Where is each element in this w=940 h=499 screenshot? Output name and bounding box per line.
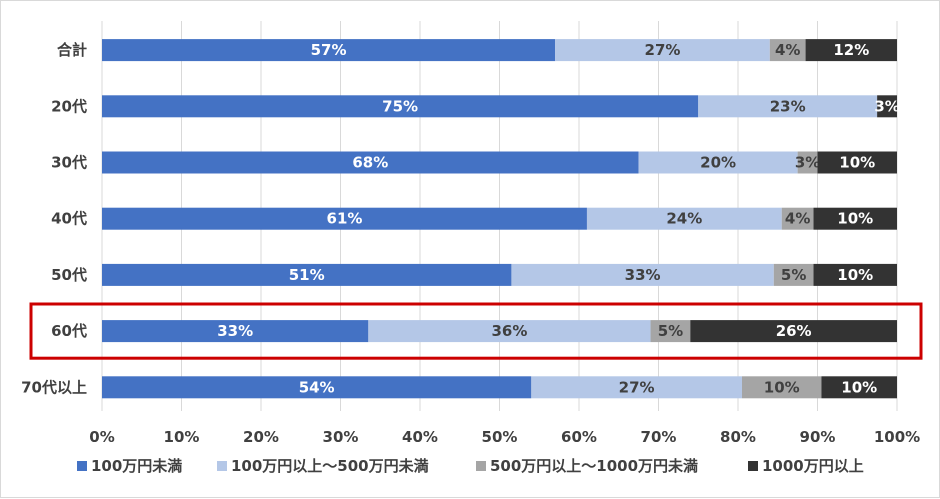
bar-segment <box>102 95 699 118</box>
bar-segment <box>769 39 806 62</box>
bar-segment <box>102 151 639 174</box>
x-tick-label: 0% <box>89 428 114 446</box>
x-tick-label: 60% <box>561 428 597 446</box>
data-label: 10% <box>837 266 873 284</box>
data-label: 61% <box>327 210 363 228</box>
data-label: 10% <box>841 378 877 396</box>
data-label: 33% <box>217 322 253 340</box>
data-label: 27% <box>619 378 655 396</box>
bar-segment <box>102 376 532 399</box>
data-label: 4% <box>775 41 800 59</box>
x-tick-label: 40% <box>402 428 438 446</box>
highlight-box <box>29 302 923 360</box>
data-label: 57% <box>311 41 347 59</box>
bar-segment <box>817 151 897 174</box>
data-label: 54% <box>299 378 335 396</box>
bar-segment <box>813 207 897 230</box>
legend-label: 1000万円以上 <box>762 457 864 475</box>
category-label: 40代 <box>51 210 87 228</box>
legend-swatch <box>77 461 87 471</box>
bar-segment <box>555 39 770 62</box>
bar-segment <box>102 39 556 62</box>
data-label: 5% <box>781 266 806 284</box>
data-label: 3% <box>874 97 899 115</box>
bar-segment <box>805 39 897 62</box>
bar-segment <box>511 263 774 286</box>
category-label: 60代 <box>51 322 87 340</box>
data-label: 27% <box>645 41 681 59</box>
bar-segment <box>773 263 814 286</box>
bar-segment <box>813 263 897 286</box>
bar-segment <box>698 95 878 118</box>
data-label: 10% <box>837 210 873 228</box>
data-label: 24% <box>666 210 702 228</box>
bar-segment <box>531 376 742 399</box>
bar-segment <box>638 151 798 174</box>
legend-swatch <box>748 461 758 471</box>
data-label: 51% <box>289 266 325 284</box>
bar-segment <box>797 151 818 174</box>
data-label: 10% <box>764 378 800 396</box>
x-tick-label: 10% <box>164 428 200 446</box>
bar-segment <box>368 320 651 343</box>
bar-segment <box>877 95 897 118</box>
data-label: 36% <box>491 322 527 340</box>
x-tick-label: 100% <box>874 428 920 446</box>
x-tick-label: 50% <box>482 428 518 446</box>
category-label: 70代以上 <box>21 378 87 396</box>
category-label: 20代 <box>51 97 87 115</box>
data-label: 23% <box>770 97 806 115</box>
data-label: 75% <box>382 97 418 115</box>
bar-segment <box>821 376 897 399</box>
bar-segment <box>102 263 512 286</box>
legend-label: 500万円以上～1000万円未満 <box>490 457 698 475</box>
category-label: 50代 <box>51 266 87 284</box>
x-tick-label: 90% <box>800 428 836 446</box>
bar-segment <box>690 320 897 343</box>
data-label: 20% <box>700 154 736 172</box>
category-label: 合計 <box>56 41 87 59</box>
data-label: 10% <box>839 154 875 172</box>
legend-label: 100万円以上～500万円未満 <box>231 457 429 475</box>
x-tick-label: 20% <box>243 428 279 446</box>
bar-segment <box>781 207 814 230</box>
category-label: 30代 <box>51 154 87 172</box>
data-label: 12% <box>833 41 869 59</box>
x-tick-label: 80% <box>720 428 756 446</box>
bar-segment <box>650 320 691 343</box>
bar-segment <box>741 376 822 399</box>
legend-label: 100万円未満 <box>91 457 182 475</box>
data-label: 68% <box>352 154 388 172</box>
data-label: 26% <box>776 322 812 340</box>
bar-segment <box>586 207 782 230</box>
x-tick-label: 30% <box>323 428 359 446</box>
data-label: 3% <box>795 154 820 172</box>
legend-swatch <box>217 461 227 471</box>
x-tick-label: 70% <box>641 428 677 446</box>
data-label: 4% <box>785 210 810 228</box>
data-label: 5% <box>658 322 683 340</box>
legend-swatch <box>476 461 486 471</box>
data-label: 33% <box>625 266 661 284</box>
bar-segment <box>102 320 369 343</box>
bar-segment <box>102 207 587 230</box>
